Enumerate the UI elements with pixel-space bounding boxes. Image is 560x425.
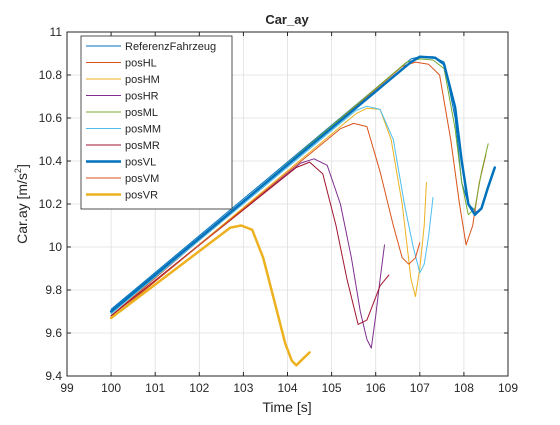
x-tick-label: 103: [233, 381, 253, 395]
legend-label: posML: [125, 107, 158, 119]
x-tick-label: 102: [189, 381, 209, 395]
y-axis-title-superscript: 2: [13, 168, 23, 173]
y-axis-title-base: Car.ay [m/s: [14, 173, 30, 244]
legend-label: posMR: [125, 140, 160, 152]
legend-label: posVM: [125, 173, 159, 185]
legend-label: posHR: [125, 91, 159, 103]
x-tick-label: 106: [366, 381, 386, 395]
series-line-posmm: [110, 105, 434, 315]
legend-box: [80, 35, 233, 210]
legend-label: posHM: [125, 74, 160, 86]
y-tick-label: 10.6: [39, 111, 63, 125]
tick-layer: 99 100 101 102 103 104 105 106 107 108 109 9.4 9.6 9.…: [39, 25, 519, 395]
y-tick-label: 10.8: [39, 68, 63, 82]
x-tick-label: 100: [101, 381, 121, 395]
series-line-poshr: [110, 158, 385, 349]
legend-label: ReferenzFahrzeug: [125, 41, 216, 53]
y-tick-label: 10: [49, 240, 63, 254]
series-line-posvr: [109, 224, 311, 367]
chart-title: Car_ay: [265, 12, 309, 27]
y-axis-title-tail: ]: [14, 164, 30, 168]
legend-label: posHL: [125, 58, 157, 70]
y-tick-label: 10.2: [39, 197, 63, 211]
x-tick-label: 104: [277, 381, 297, 395]
legend-label: posVR: [125, 190, 158, 202]
series-line-poshm: [110, 107, 427, 319]
x-tick-label: 107: [410, 381, 430, 395]
series-line-posvl: [109, 55, 497, 313]
series-layer: [109, 55, 497, 367]
series-line-posmr: [110, 161, 390, 325]
y-tick-label: 10.4: [39, 154, 63, 168]
y-tick-label: 9.8: [45, 283, 62, 297]
y-tick-label: 9.4: [45, 369, 62, 383]
x-tick-label: 108: [454, 381, 474, 395]
legend-label: posVL: [125, 157, 156, 169]
y-axis-title: Car.ay [m/s2]: [13, 164, 30, 244]
x-tick-label: 109: [498, 381, 518, 395]
x-tick-label: 101: [145, 381, 165, 395]
series-line-posvm: [110, 122, 421, 319]
legend: ReferenzFahrzeug posHL posHM posHR posML posM…: [80, 35, 233, 210]
x-tick-label: 99: [60, 381, 74, 395]
x-tick-label: 105: [322, 381, 342, 395]
x-axis-title: Time [s]: [262, 399, 311, 415]
y-tick-label: 11: [50, 25, 63, 39]
legend-label: posMM: [125, 124, 161, 136]
y-tick-label: 9.6: [45, 326, 62, 340]
